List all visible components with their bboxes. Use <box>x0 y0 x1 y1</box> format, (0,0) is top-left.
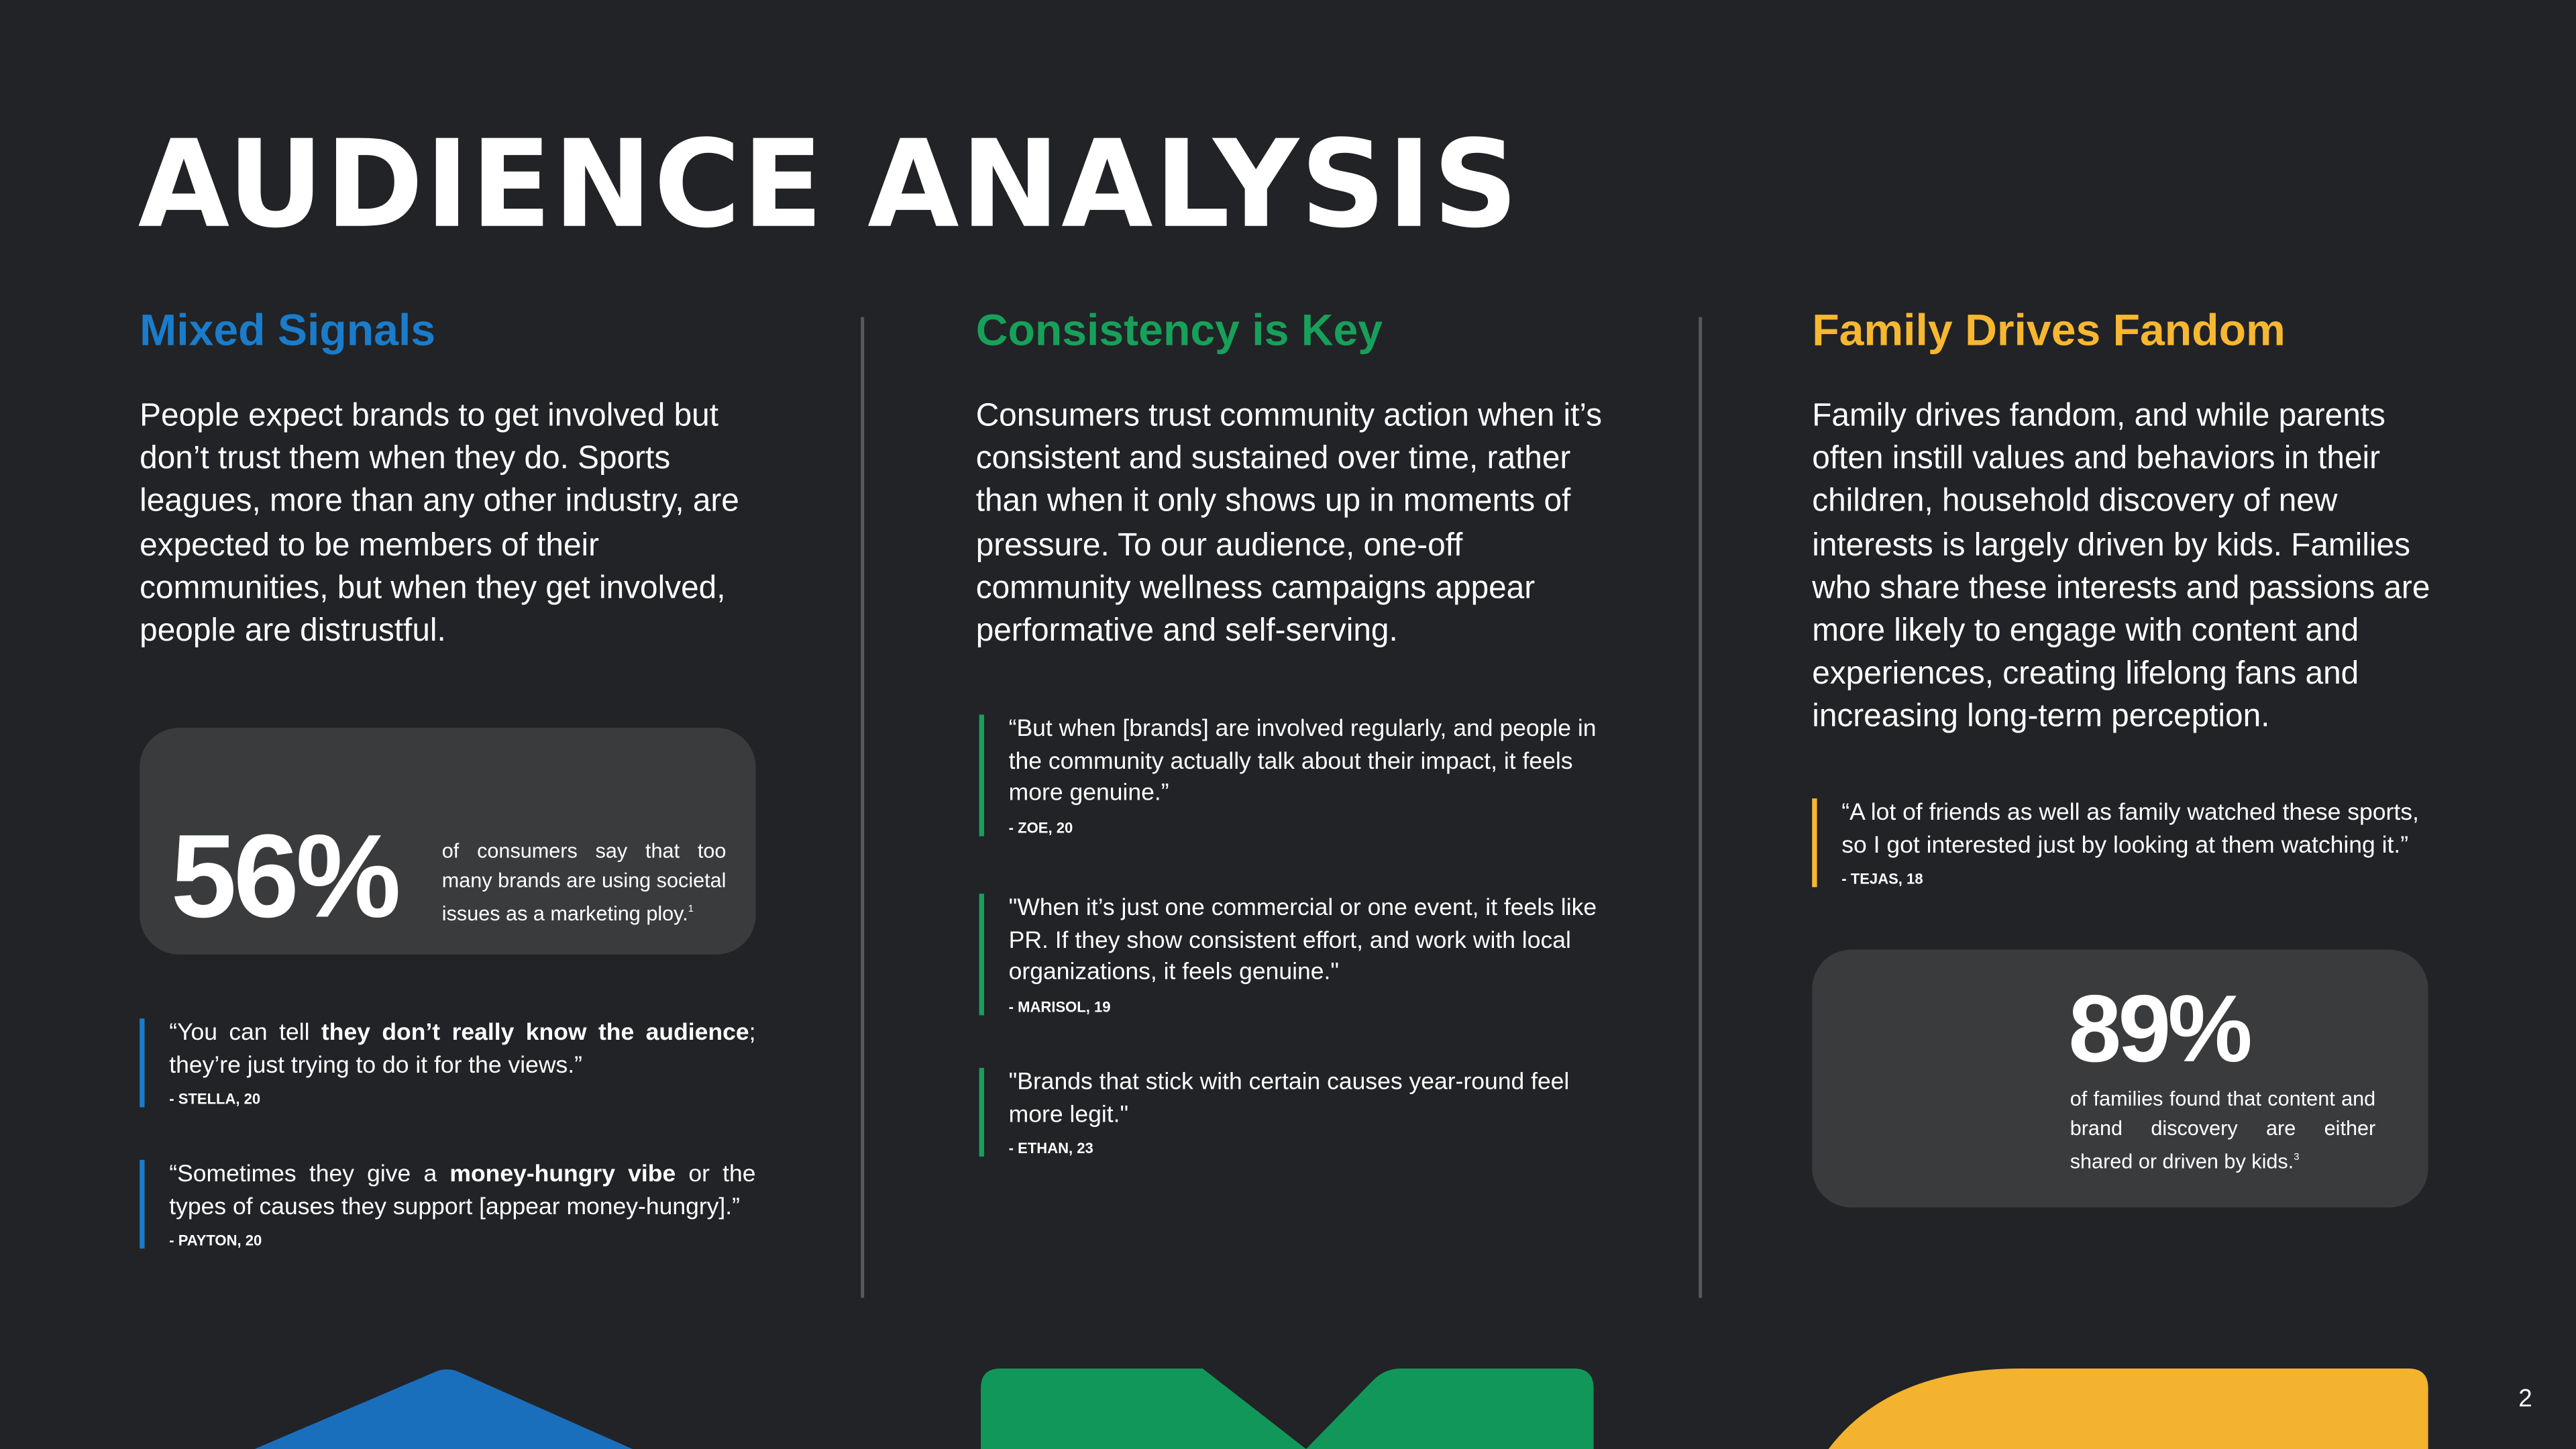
quote-text: "Brands that stick with certain causes y… <box>1008 1069 1570 1128</box>
quote-part: or the types of causes they support [app… <box>169 1161 756 1220</box>
stat-value: 56% <box>170 811 401 943</box>
stat-text: of families found that content and brand… <box>2070 1087 2376 1173</box>
page-number: 2 <box>2518 1385 2532 1413</box>
quote-text: “You can tell they don’t really know the… <box>169 1018 755 1083</box>
column-body: Family drives fandom, and while parents … <box>1812 397 2430 735</box>
green-shape <box>981 1368 1594 1449</box>
quote-text: "When it’s just one commercial or one ev… <box>1008 895 1597 986</box>
quote-author: - TEJAS, 18 <box>1841 871 1923 888</box>
column-heading: Family Drives Fandom <box>1812 305 2286 355</box>
footnote: 1 <box>688 905 694 916</box>
stat-box <box>140 727 756 955</box>
column-heading: Mixed Signals <box>140 305 436 355</box>
quote-part: “You can tell <box>169 1020 321 1047</box>
quote-author: - PAYTON, 20 <box>169 1232 262 1249</box>
quote-emphasis: they don’t really know the audience <box>321 1020 749 1047</box>
divider <box>861 317 865 1298</box>
quote: “A lot of friends as well as family watc… <box>1812 798 2433 888</box>
quote-text: “Sometimes they give a money-hungry vibe… <box>169 1160 755 1224</box>
quote: “You can tell they don’t really know the… <box>140 1018 755 1108</box>
column-body: Consumers trust community action when it… <box>975 397 1603 649</box>
quote-part: “Sometimes they give a <box>169 1161 450 1188</box>
divider <box>1699 317 1703 1298</box>
quote-part: ; they’re just trying to do it for the v… <box>169 1020 756 1079</box>
quote-author: - ZOE, 20 <box>1008 819 1073 836</box>
title: AUDIENCE ANALYSIS <box>138 113 1520 255</box>
stat-value: 89% <box>2068 975 2253 1083</box>
quote-author: - MARISOL, 19 <box>1008 998 1111 1015</box>
quote-author: - ETHAN, 23 <box>1008 1140 1093 1157</box>
quote: “Sometimes they give a money-hungry vibe… <box>140 1159 756 1249</box>
quote: “But when [brands] are involved regularl… <box>979 714 1604 836</box>
quote: "Brands that stick with certain causes y… <box>979 1067 1604 1157</box>
column-body: People expect brands to get involved but… <box>140 397 739 649</box>
footnote: 3 <box>2294 1153 2300 1163</box>
stat-text: of consumers say that too many brands ar… <box>441 839 727 926</box>
quote-emphasis: money-hungry vibe <box>449 1161 676 1188</box>
yellow-shape <box>1828 1368 2428 1449</box>
quote-text: “But when [brands] are involved regularl… <box>1008 716 1597 807</box>
quote: "When it’s just one commercial or one ev… <box>979 894 1604 1015</box>
stat-text: of consumers say that too many brands ar… <box>442 837 727 929</box>
stat-text: of families found that content and brand… <box>2070 1084 2376 1177</box>
quote-author: - STELLA, 20 <box>169 1091 261 1108</box>
blue-shape <box>254 1369 633 1449</box>
stat-box <box>1812 949 2428 1208</box>
quote-text: “A lot of friends as well as family watc… <box>1841 800 2419 859</box>
column-heading: Consistency is Key <box>975 305 1383 355</box>
